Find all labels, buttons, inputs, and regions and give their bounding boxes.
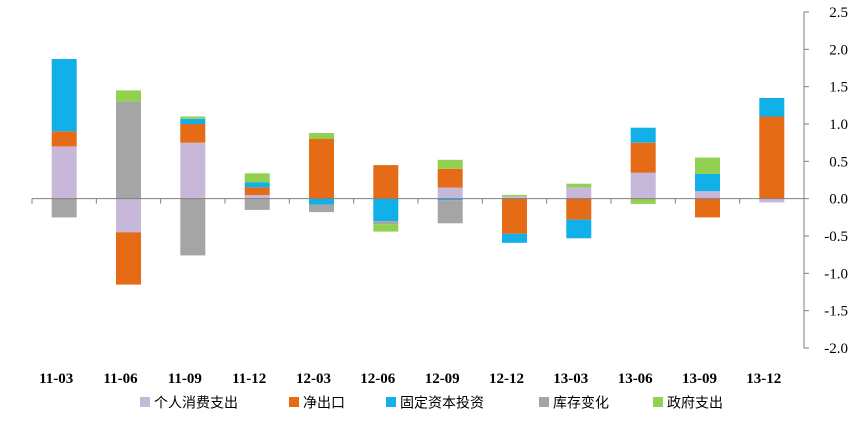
bar-segment [51, 146, 77, 199]
bar-segment [437, 159, 463, 169]
x-category-label: 13-06 [618, 371, 653, 387]
bar-segment [566, 198, 592, 220]
bar-segment [630, 172, 656, 199]
bar-segment [630, 142, 656, 173]
bar-segment [759, 116, 785, 199]
bar-segment [695, 174, 720, 192]
x-category-label: 13-03 [553, 371, 588, 387]
legend-label: 政府支出 [667, 396, 723, 412]
bar-segment [244, 194, 270, 199]
y-tick-label: -1.5 [824, 304, 848, 320]
bar-segment [116, 90, 141, 102]
x-category-label: 12-09 [425, 371, 460, 387]
bar-segment [630, 127, 656, 143]
bar-segment [309, 204, 334, 213]
bar-segment [695, 191, 720, 199]
y-tick-labels: 2.5 2.0 1.5 1.0 0.5 0.0 -0.5 -1.0 -1.5 -2.0 [824, 5, 848, 357]
bar-segment [309, 133, 334, 139]
bar-segment [373, 165, 399, 199]
legend: 个人消费支出 净出口 固定资本投资 库存变化 政府支出 [140, 396, 723, 412]
bar-segment [695, 198, 720, 218]
legend-swatch [653, 397, 663, 407]
legend-swatch [140, 397, 150, 407]
bar-segment [180, 118, 206, 124]
bar-segment [51, 131, 77, 147]
bar-segment [244, 173, 270, 183]
bar-segment [373, 224, 399, 232]
bar-segment [373, 198, 399, 222]
bar-segment [502, 233, 527, 243]
bars-layer [51, 59, 785, 285]
x-category-label: 11-06 [103, 371, 138, 387]
bar-segment [502, 198, 527, 234]
x-category-label: 13-12 [746, 371, 781, 387]
x-category-label: 11-12 [232, 371, 266, 387]
x-category-label: 11-03 [39, 371, 73, 387]
y-tick-label: 1.0 [829, 117, 848, 133]
y-tick-label: -0.5 [824, 229, 848, 245]
bar-segment [630, 198, 656, 204]
bar-segment [180, 124, 206, 143]
x-category-label: 12-12 [489, 371, 524, 387]
bar-segment [502, 196, 527, 199]
y-tick-label: 2.0 [829, 42, 848, 58]
bar-segment [180, 116, 206, 119]
x-category-labels: 11-03 11-06 11-09 11-12 12-03 12-06 12-09 12-12… [39, 371, 781, 387]
x-category-label: 12-03 [296, 371, 331, 387]
y-tick-label: 0.0 [829, 192, 848, 208]
bar-segment [437, 168, 463, 188]
legend-label: 库存变化 [553, 396, 609, 412]
bar-segment [437, 198, 463, 201]
axes-layer [31, 11, 809, 349]
x-category-label: 11-09 [168, 371, 202, 387]
legend-swatch [289, 397, 299, 407]
bar-segment [695, 157, 720, 174]
y-tick-label: 0.5 [829, 154, 848, 170]
bar-segment [180, 142, 206, 199]
bar-segment [116, 101, 141, 199]
bar-segment [309, 138, 334, 199]
bar-segment [566, 219, 592, 239]
y-tick-label: 2.5 [829, 5, 848, 21]
bar-segment [437, 187, 463, 199]
legend-swatch [386, 397, 396, 407]
bar-segment [566, 187, 592, 199]
bar-segment [116, 198, 141, 233]
legend-label: 净出口 [303, 396, 345, 412]
bar-segment [759, 198, 785, 203]
y-tick-label: -2.0 [824, 341, 848, 357]
y-tick-label: -1.0 [824, 266, 848, 282]
bar-segment [51, 59, 77, 132]
bar-segment [759, 97, 785, 117]
bar-segment [502, 194, 527, 197]
bar-segment [373, 221, 399, 225]
bar-segment [51, 198, 77, 218]
bar-segment [180, 198, 206, 256]
y-tick-label: 1.5 [829, 80, 848, 96]
bar-segment [566, 183, 592, 188]
bar-segment [116, 232, 141, 285]
legend-swatch [539, 397, 549, 407]
bar-segment [309, 198, 334, 205]
x-category-label: 13-09 [682, 371, 717, 387]
legend-label: 个人消费支出 [154, 396, 238, 412]
bar-segment [437, 200, 463, 224]
bar-segment [244, 182, 270, 188]
bar-segment [244, 198, 270, 210]
legend-label: 固定资本投资 [400, 396, 484, 412]
bar-segment [244, 187, 270, 195]
x-category-label: 12-06 [360, 371, 395, 387]
